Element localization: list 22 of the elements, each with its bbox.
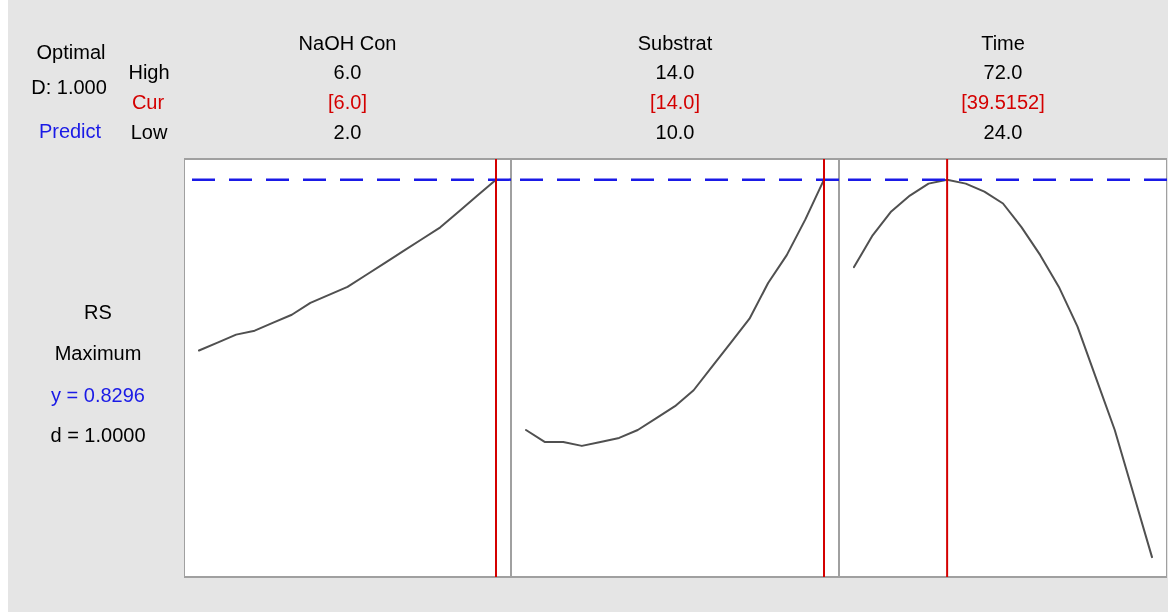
text: 14.0	[655, 61, 695, 83]
text: High	[128, 61, 170, 83]
text: Low	[130, 121, 168, 143]
text: y = 0.8296	[51, 384, 145, 406]
text: RS	[84, 301, 112, 323]
text: [14.0]	[649, 91, 701, 113]
text: [6.0]	[328, 91, 367, 113]
text: D: 1.000	[31, 76, 107, 98]
text: 10.0	[655, 121, 695, 143]
chart-title: NaOH Con	[298, 32, 397, 54]
text: Optimal	[36, 41, 106, 63]
text: 24.0	[983, 121, 1023, 143]
text: 72.0	[983, 61, 1023, 83]
text: Cur	[131, 91, 165, 113]
text: 6.0	[333, 61, 362, 83]
text: d = 1.0000	[50, 424, 146, 446]
text: Maximum	[54, 342, 142, 364]
chart-title: Time	[981, 32, 1025, 54]
text: [39.5152]	[961, 91, 1045, 113]
text: Predict	[38, 120, 102, 142]
chart-title: Substrat	[637, 32, 713, 54]
text: 2.0	[333, 121, 362, 143]
